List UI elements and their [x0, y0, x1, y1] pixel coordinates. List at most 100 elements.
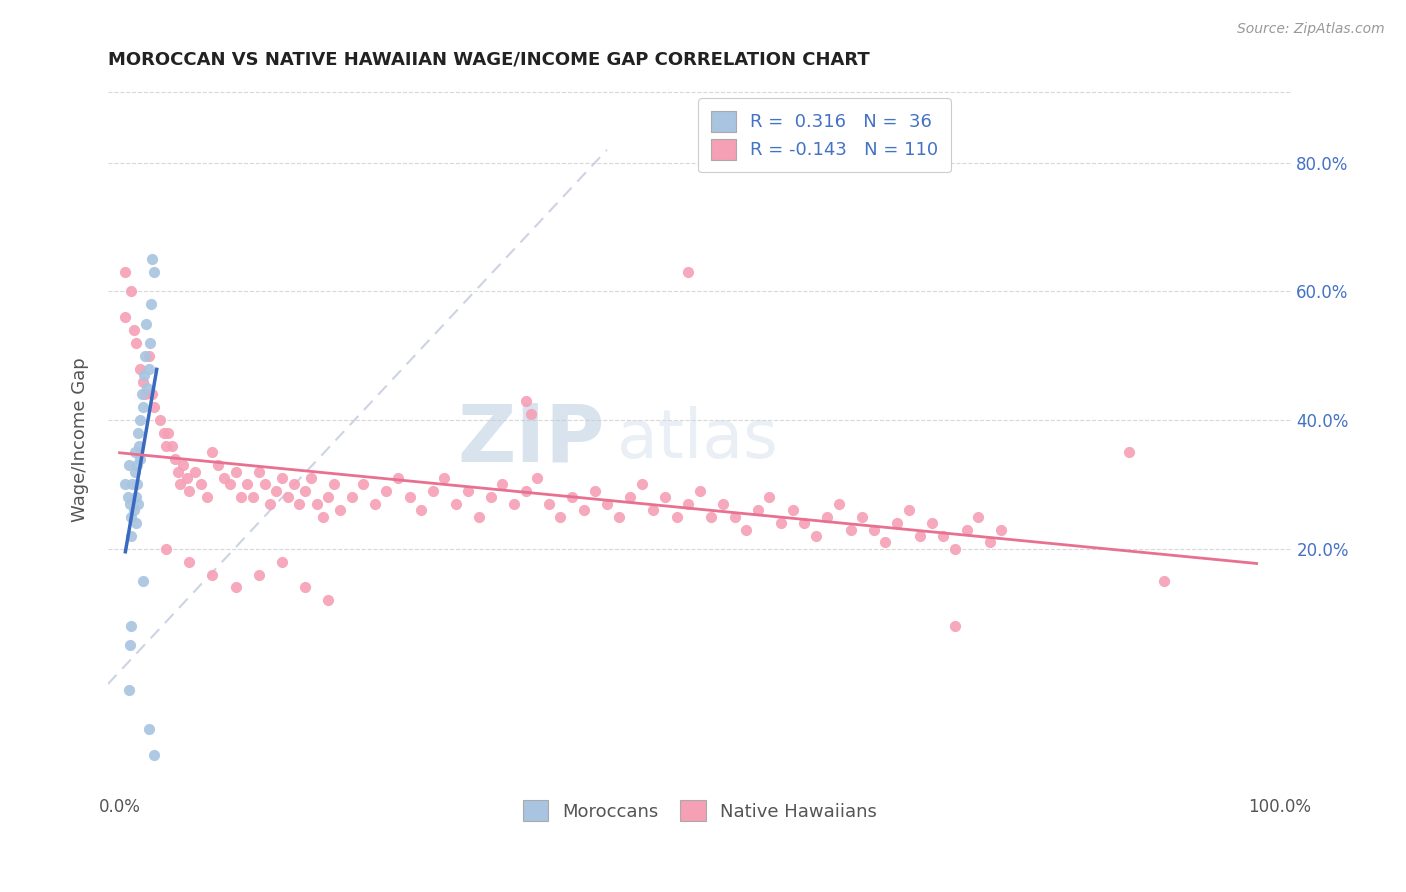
Point [143, 747, 166, 762]
Point [139, 297, 162, 311]
Point [122, 503, 145, 517]
Point [747, 503, 769, 517]
Point [444, 497, 467, 511]
Point [120, 509, 142, 524]
Point [979, 535, 1001, 549]
Point [231, 491, 253, 505]
Point [143, 401, 166, 415]
Point [124, 465, 146, 479]
Point [329, 503, 352, 517]
Point [212, 471, 235, 485]
Point [135, 317, 157, 331]
Point [526, 471, 548, 485]
Point [120, 619, 142, 633]
Point [138, 722, 160, 736]
Point [157, 425, 180, 440]
Point [294, 581, 316, 595]
Point [225, 465, 247, 479]
Point [125, 491, 148, 505]
Point [875, 535, 897, 549]
Point [176, 471, 198, 485]
Point [782, 503, 804, 517]
Point [305, 497, 328, 511]
Point [118, 683, 141, 698]
Point [515, 393, 537, 408]
Point [323, 477, 346, 491]
Point [537, 497, 560, 511]
Point [828, 497, 851, 511]
Point [886, 516, 908, 530]
Point [225, 581, 247, 595]
Point [375, 483, 398, 498]
Point [134, 349, 156, 363]
Point [127, 497, 149, 511]
Point [676, 265, 699, 279]
Point [932, 529, 955, 543]
Point [457, 483, 479, 498]
Point [503, 497, 526, 511]
Point [955, 523, 977, 537]
Point [288, 497, 311, 511]
Point [165, 451, 187, 466]
Point [138, 349, 160, 363]
Point [352, 477, 374, 491]
Point [125, 458, 148, 472]
Point [277, 491, 299, 505]
Point [129, 451, 152, 466]
Point [283, 477, 305, 491]
Point [572, 503, 595, 517]
Y-axis label: Wage/Income Gap: Wage/Income Gap [72, 357, 89, 522]
Point [125, 335, 148, 350]
Point [132, 368, 155, 382]
Point [299, 471, 322, 485]
Point [815, 509, 838, 524]
Point [155, 541, 177, 556]
Point [207, 458, 229, 472]
Point [689, 483, 711, 498]
Point [318, 593, 340, 607]
Point [114, 477, 136, 491]
Point [125, 516, 148, 530]
Point [758, 491, 780, 505]
Point [596, 497, 619, 511]
Point [138, 361, 160, 376]
Point [125, 477, 148, 491]
Point [132, 574, 155, 588]
Point [179, 483, 201, 498]
Point [247, 567, 270, 582]
Point [160, 439, 183, 453]
Point [583, 483, 606, 498]
Legend: Moroccans, Native Hawaiians: Moroccans, Native Hawaiians [510, 788, 890, 834]
Point [155, 439, 177, 453]
Point [700, 509, 723, 524]
Point [990, 523, 1012, 537]
Point [169, 477, 191, 491]
Point [264, 483, 287, 498]
Point [271, 471, 294, 485]
Text: ZIP: ZIP [458, 401, 605, 478]
Point [793, 516, 815, 530]
Text: Source: ZipAtlas.com: Source: ZipAtlas.com [1237, 22, 1385, 37]
Point [550, 509, 572, 524]
Point [630, 477, 652, 491]
Point [134, 387, 156, 401]
Point [921, 516, 943, 530]
Point [943, 619, 966, 633]
Point [201, 445, 224, 459]
Point [129, 413, 152, 427]
Point [897, 503, 920, 517]
Point [318, 491, 340, 505]
Point [619, 491, 641, 505]
Point [131, 387, 153, 401]
Point [141, 252, 163, 267]
Point [735, 523, 758, 537]
Point [479, 491, 502, 505]
Point [118, 638, 141, 652]
Point [1118, 445, 1140, 459]
Point [149, 413, 172, 427]
Point [242, 491, 264, 505]
Point [132, 375, 155, 389]
Point [120, 529, 142, 543]
Point [114, 265, 136, 279]
Point [411, 503, 433, 517]
